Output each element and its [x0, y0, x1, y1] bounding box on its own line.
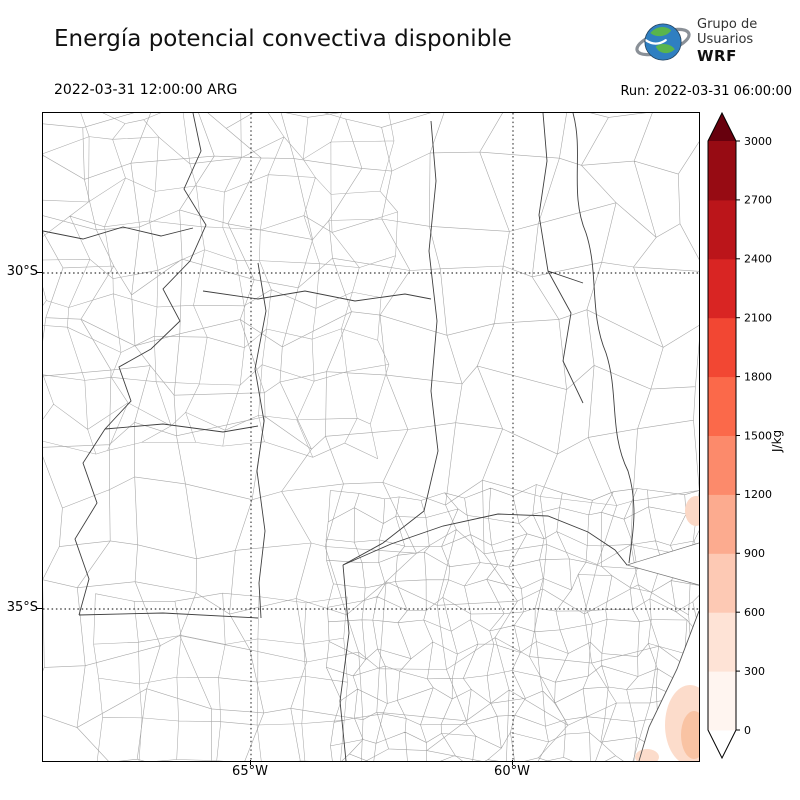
valid-time-label: 2022-03-31 12:00:00 ARG — [54, 82, 238, 98]
colorbar-tick-label: 2100 — [744, 312, 772, 325]
colorbar-tick-label: 900 — [744, 547, 765, 560]
colorbar-tick-label: 300 — [744, 665, 765, 678]
colorbar-tick-label: 2400 — [744, 253, 772, 266]
logo-text: Grupo de Usuarios WRF — [697, 17, 758, 66]
axis-tick — [512, 760, 513, 765]
logo-line-3: WRF — [697, 47, 737, 66]
axis-tick — [37, 272, 42, 273]
colorbar: 0 300 600 900 1200 1500 1800 2100 2400 2700 3000 — [707, 111, 772, 760]
colorbar-tick-label: 1800 — [744, 370, 772, 383]
wrf-globe-logo-icon — [635, 23, 691, 61]
xtick-65w: 65°W — [232, 764, 268, 779]
wrf-group-logo: Grupo de Usuarios WRF — [634, 10, 794, 74]
colorbar-tick-label: 2700 — [744, 194, 772, 207]
logo-line-1: Grupo de — [697, 17, 758, 33]
colorbar-tick-label: 0 — [744, 724, 751, 737]
colorbar-unit-label: J/kg — [770, 429, 784, 452]
colorbar-tick-label: 3000 — [744, 135, 772, 148]
axis-tick — [37, 608, 42, 609]
run-time-label: Run: 2022-03-31 06:00:00 — [620, 84, 792, 99]
colorbar-tick-label: 1200 — [744, 488, 772, 501]
colorbar-tick-label: 1500 — [744, 429, 772, 442]
logo-line-2: Usuarios — [697, 32, 754, 48]
map-graphic — [43, 113, 699, 761]
map-canvas — [42, 112, 700, 762]
page-title: Energía potencial convectiva disponible — [54, 26, 512, 52]
axis-tick — [250, 760, 251, 765]
ytick-30s: 30°S — [6, 264, 38, 279]
ytick-35s: 35°S — [6, 600, 38, 615]
colorbar-tick-label: 600 — [744, 606, 765, 619]
xtick-60w: 60°W — [494, 764, 530, 779]
